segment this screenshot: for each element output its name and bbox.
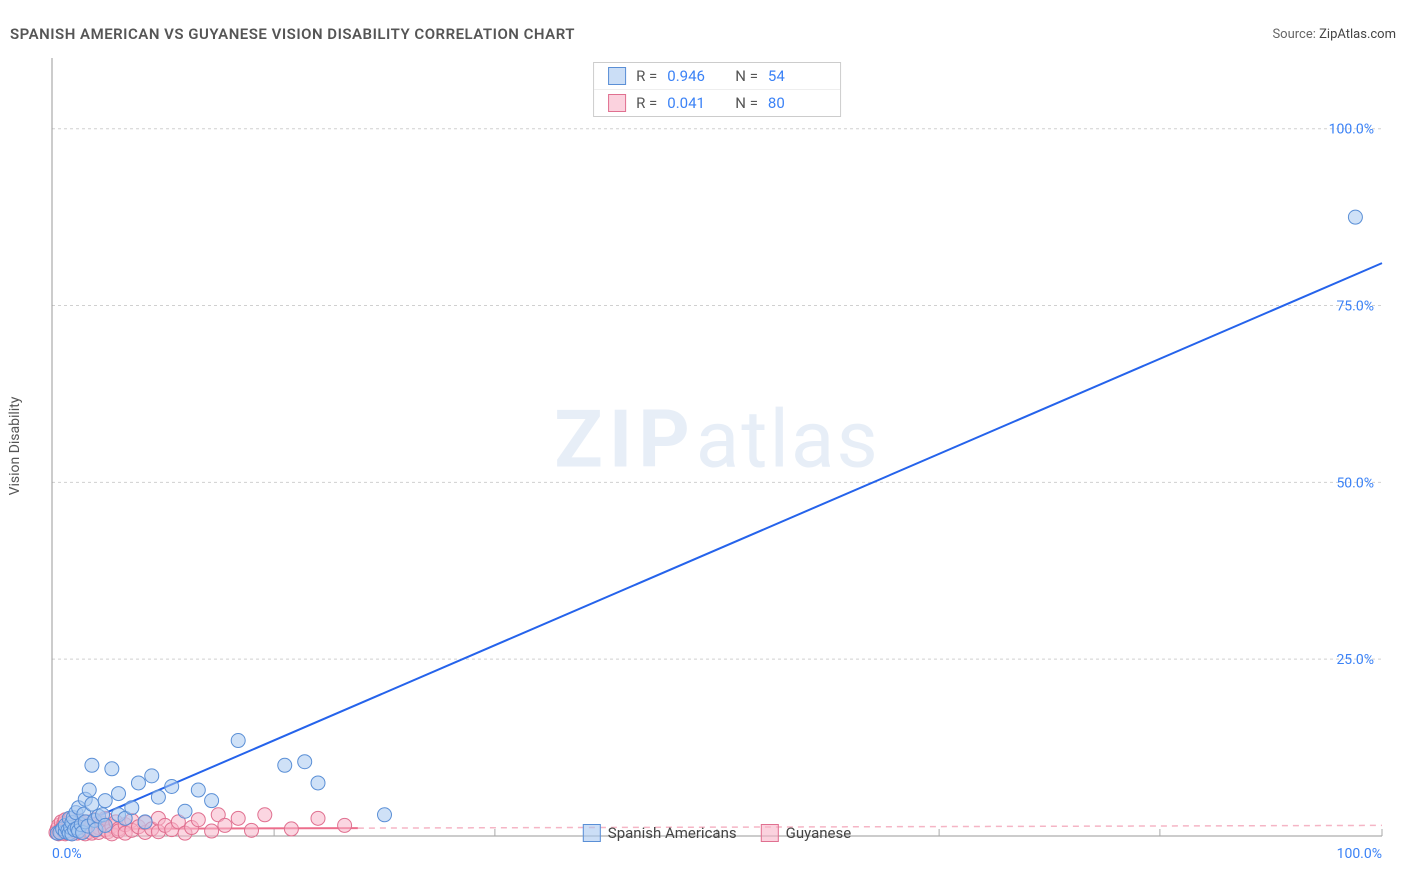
axes bbox=[52, 58, 1382, 836]
chart-title: SPANISH AMERICAN VS GUYANESE VISION DISA… bbox=[10, 25, 575, 43]
legend-item-spanish: Spanish Americans bbox=[583, 824, 737, 842]
r-label: R = bbox=[636, 67, 657, 85]
svg-text:100.0%: 100.0% bbox=[1329, 122, 1374, 138]
n-label: N = bbox=[735, 67, 758, 85]
chart-container: SPANISH AMERICAN VS GUYANESE VISION DISA… bbox=[0, 0, 1406, 892]
legend-label-guyanese: Guyanese bbox=[786, 824, 852, 842]
points-spanish-americans bbox=[50, 210, 1362, 841]
swatch-pink-icon bbox=[761, 824, 779, 842]
gridlines bbox=[52, 129, 1382, 659]
svg-text:0.0%: 0.0% bbox=[52, 846, 82, 862]
swatch-blue-icon bbox=[583, 824, 601, 842]
r-value-spanish: 0.946 bbox=[667, 67, 725, 85]
x-tick-labels: 0.0% 100.0% bbox=[52, 846, 1382, 862]
y-tick-labels: 25.0% 50.0% 75.0% 100.0% bbox=[1329, 122, 1374, 668]
svg-text:25.0%: 25.0% bbox=[1336, 652, 1374, 668]
chart-svg: 25.0%50.0%75.0%100.0% 0.0%100.0% bbox=[52, 58, 1382, 836]
legend-row-spanish: R = 0.946 N = 54 bbox=[594, 63, 840, 89]
swatch-pink-icon bbox=[608, 94, 626, 112]
n-value-guyanese: 80 bbox=[768, 94, 826, 112]
r-value-guyanese: 0.041 bbox=[667, 94, 725, 112]
r-label: R = bbox=[636, 94, 657, 112]
header: SPANISH AMERICAN VS GUYANESE VISION DISA… bbox=[10, 22, 1396, 46]
source-label: Source: bbox=[1272, 27, 1315, 42]
n-label: N = bbox=[735, 94, 758, 112]
source-attribution: Source: ZipAtlas.com bbox=[1272, 27, 1396, 42]
trend-lines bbox=[52, 263, 1382, 836]
svg-text:100.0%: 100.0% bbox=[1337, 846, 1382, 862]
plot-area: ZIPatlas 25.0%50.0%75.0%100.0% 0.0%100.0… bbox=[52, 58, 1382, 836]
legend-label-spanish: Spanish Americans bbox=[608, 824, 737, 842]
svg-text:50.0%: 50.0% bbox=[1336, 475, 1374, 491]
legend-item-guyanese: Guyanese bbox=[761, 824, 852, 842]
correlation-legend: R = 0.946 N = 54 R = 0.041 N = 80 bbox=[593, 62, 841, 117]
source-value: ZipAtlas.com bbox=[1319, 27, 1396, 42]
series-legend: Spanish Americans Guyanese bbox=[583, 824, 851, 842]
y-axis-label: Vision Disability bbox=[7, 397, 23, 496]
svg-text:75.0%: 75.0% bbox=[1336, 299, 1374, 315]
n-value-spanish: 54 bbox=[768, 67, 826, 85]
swatch-blue-icon bbox=[608, 67, 626, 85]
legend-row-guyanese: R = 0.041 N = 80 bbox=[594, 89, 840, 116]
